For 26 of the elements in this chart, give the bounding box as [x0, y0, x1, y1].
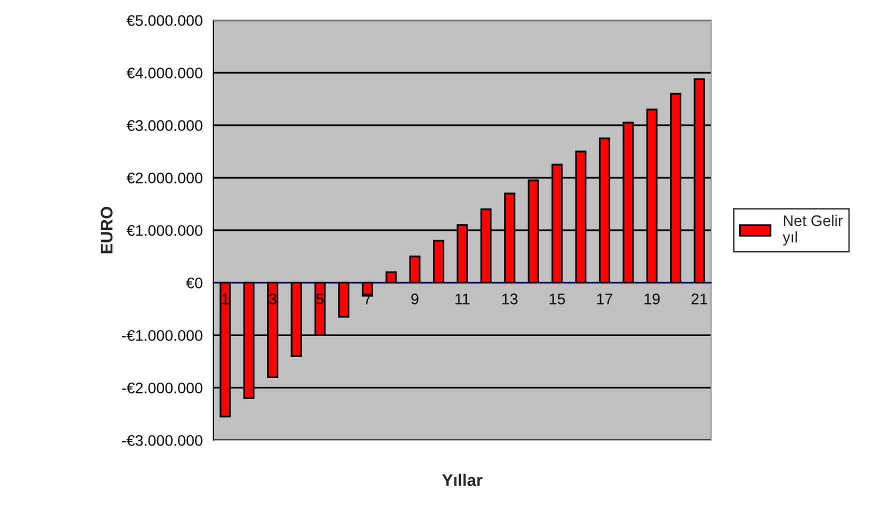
x-axis-title: Yıllar	[442, 474, 482, 486]
y-tick-label: €0	[186, 278, 202, 288]
y-tick-label: -€3.000.000	[122, 435, 202, 446]
y-tick-label: €3.000.000	[126, 120, 202, 131]
x-tick-label: 11	[456, 294, 470, 304]
y-tick-label: €2.000.000	[126, 172, 202, 184]
y-tick-label: -€2.000.000	[122, 382, 202, 394]
y-tick-label: €5.000.000	[126, 15, 202, 26]
y-tick-label: €1.000.000	[126, 225, 202, 236]
bar	[386, 271, 397, 284]
x-tick-label: 9	[411, 294, 418, 304]
bar	[338, 282, 350, 318]
x-tick-label: 15	[550, 294, 565, 304]
x-tick-label: 1	[222, 294, 229, 304]
x-tick-label: 13	[502, 294, 518, 304]
legend-label: Net Gelir yıl	[782, 214, 843, 246]
y-tick-label: -€1.000.000	[122, 330, 202, 341]
x-tick-label: 3	[268, 294, 276, 304]
x-tick-label: 19	[644, 294, 660, 304]
bar	[409, 256, 420, 284]
x-tick-label: 21	[692, 294, 708, 304]
y-tick-label: €4.000.000	[126, 68, 202, 78]
y-axis-title: EURO	[100, 206, 113, 254]
bar	[432, 240, 444, 284]
x-tick-label: 17	[597, 294, 612, 304]
x-tick-label: 5	[316, 294, 324, 304]
